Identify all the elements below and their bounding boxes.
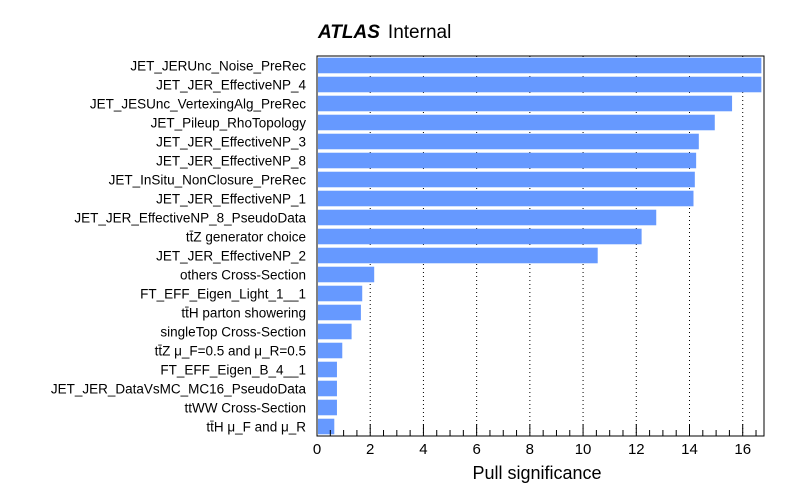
internal-label: Internal (388, 22, 451, 43)
category-label: JET_Pileup_RhoTopology (151, 116, 307, 131)
category-label: JET_InSitu_NonClosure_PreRec (109, 173, 307, 188)
category-label: tt̄Z μ_F=0.5 and μ_R=0.5 (155, 344, 306, 359)
category-label: JET_JER_EffectiveNP_8 (156, 154, 306, 169)
category-label: JET_JER_EffectiveNP_2 (156, 249, 306, 264)
category-label: JET_JERUnc_Noise_PreRec (130, 59, 306, 74)
plot-frame (316, 55, 765, 437)
category-label: JET_JER_EffectiveNP_4 (156, 78, 306, 93)
category-label: singleTop Cross-Section (160, 325, 306, 340)
category-label: JET_JER_EffectiveNP_1 (156, 192, 306, 207)
bar (318, 76, 762, 93)
category-label: JET_JER_DataVsMC_MC16_PseudoData (51, 382, 307, 397)
atlas-label: ATLAS (317, 22, 380, 43)
bar (318, 57, 762, 74)
x-tick-label: 12 (628, 441, 645, 458)
category-label: tt̄H parton showering (181, 306, 306, 321)
category-label: ttWW Cross-Section (184, 401, 306, 416)
category-label: JET_JESUnc_VertexingAlg_PreRec (90, 97, 306, 112)
x-tick-label: 8 (526, 441, 534, 458)
bar (318, 380, 337, 397)
chart-header: ATLAS Internal (317, 22, 451, 43)
x-axis-ticks: 0 2 4 6 8 10 12 14 16 (313, 424, 757, 458)
bar (318, 304, 361, 321)
category-label: JET_JER_EffectiveNP_3 (156, 135, 306, 150)
bar (318, 209, 657, 226)
x-tick-label: 4 (419, 441, 427, 458)
x-tick-label: 10 (575, 441, 592, 458)
bar (318, 190, 694, 207)
bar (318, 399, 337, 416)
grid-lines (369, 56, 744, 436)
bar (318, 323, 352, 340)
x-tick-label: 6 (472, 441, 480, 458)
bar (318, 171, 695, 188)
bar (318, 114, 715, 131)
x-tick-label: 16 (734, 441, 751, 458)
bar (318, 152, 697, 169)
bar (318, 342, 343, 359)
bar (318, 228, 642, 245)
bar (318, 133, 699, 150)
category-label: others Cross-Section (180, 268, 306, 283)
category-labels: JET_JERUnc_Noise_PreRec JET_JER_Effective… (51, 59, 307, 435)
bar (318, 418, 335, 435)
bar (318, 266, 375, 283)
bar (318, 247, 598, 264)
category-label: FT_EFF_Eigen_Light_1__1 (140, 287, 306, 302)
bar (318, 285, 363, 302)
category-label: tt̄Z generator choice (186, 230, 306, 245)
category-label: FT_EFF_Eigen_B_4__1 (160, 363, 306, 378)
category-label: tt̄H μ_F and μ_R (206, 420, 306, 435)
x-tick-label: 0 (313, 441, 321, 458)
bar (318, 95, 733, 112)
bar (318, 361, 337, 378)
bars (318, 57, 762, 435)
x-axis-title: Pull significance (472, 463, 601, 483)
x-tick-label: 14 (681, 441, 698, 458)
x-tick-label: 2 (366, 441, 374, 458)
category-label: JET_JER_EffectiveNP_8_PseudoData (74, 211, 306, 226)
